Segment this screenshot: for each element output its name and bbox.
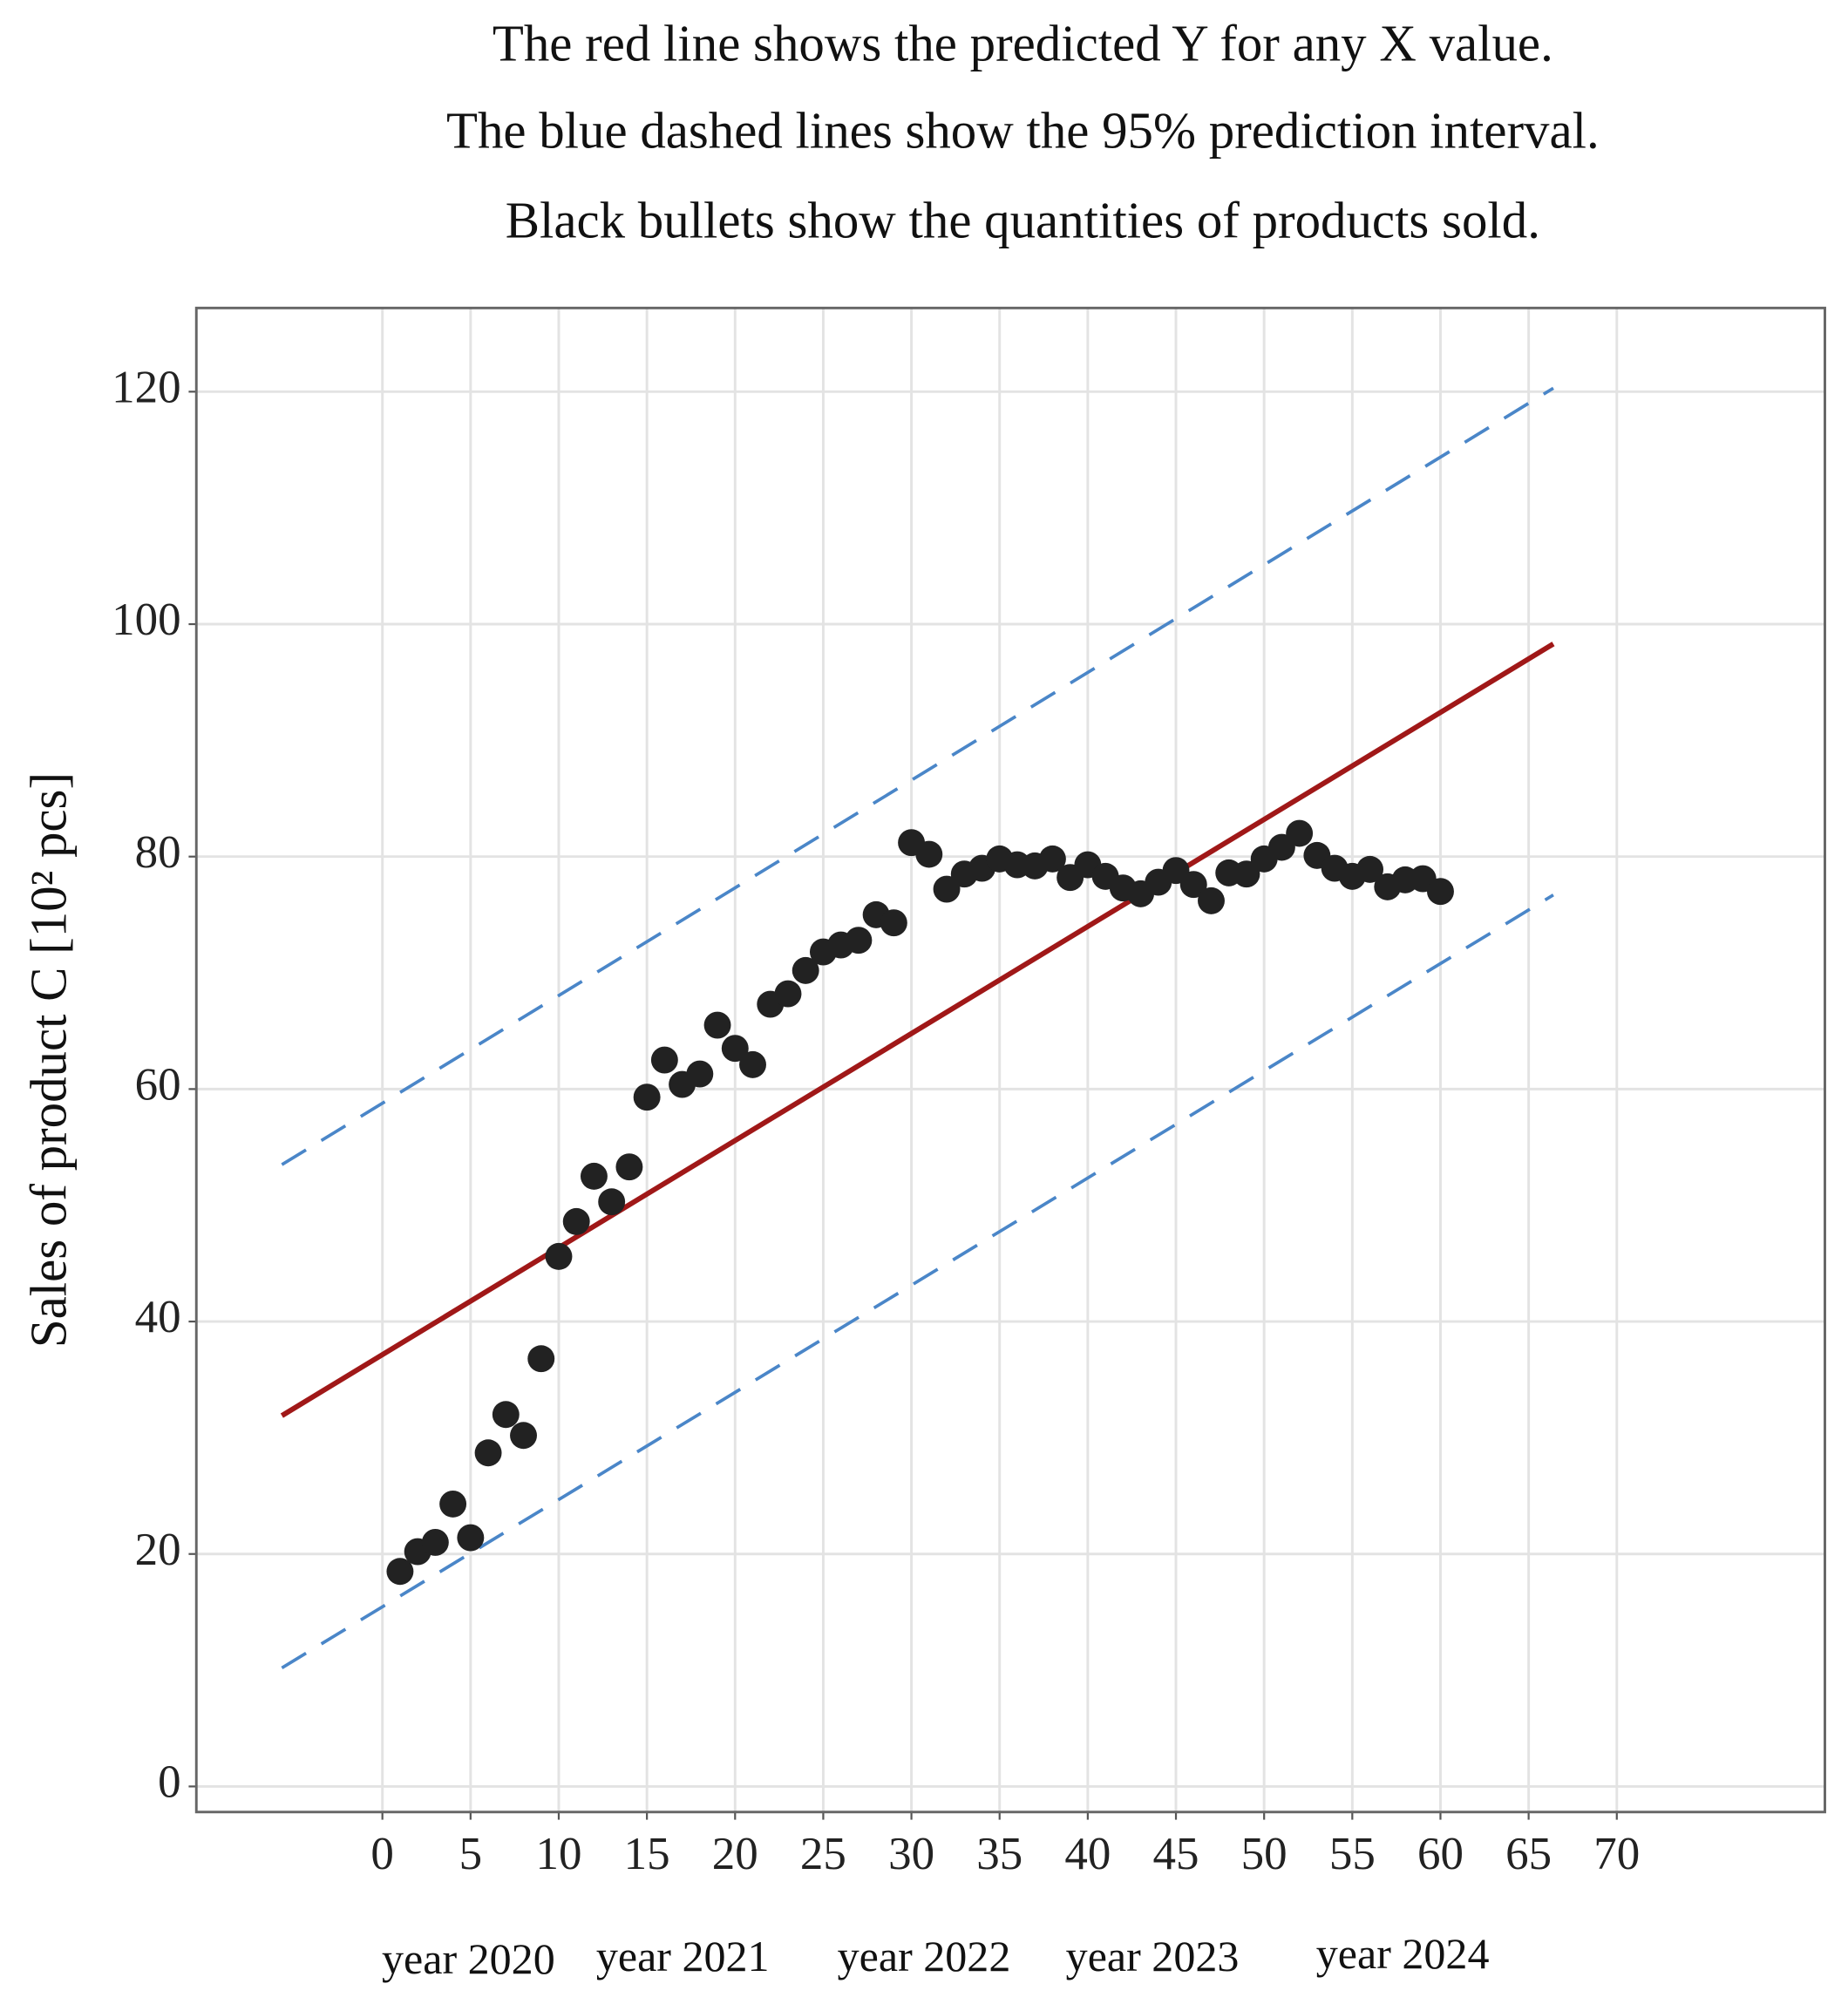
x-tick-label: 70: [1593, 1829, 1640, 1879]
y-tick-label: 120: [112, 362, 180, 412]
chart-title: Black bullets show the quantities of pro…: [506, 193, 1540, 249]
point: [492, 1401, 520, 1429]
x-tick-label: 25: [800, 1829, 846, 1879]
point: [580, 1162, 608, 1190]
interval-line: [281, 893, 1554, 1669]
point: [650, 1046, 678, 1074]
x-tick-label: 65: [1505, 1829, 1552, 1879]
fit-line: [280, 642, 1555, 1418]
point: [1179, 871, 1207, 899]
x-annotation: year 2020: [382, 1934, 555, 1983]
x-tick-label: 20: [712, 1829, 758, 1879]
y-tick-label: 40: [135, 1292, 181, 1342]
point: [739, 1050, 766, 1078]
point: [615, 1153, 643, 1181]
interval-line: [281, 386, 1554, 1166]
point: [510, 1422, 537, 1450]
point: [439, 1490, 467, 1518]
point: [545, 1242, 573, 1270]
point: [792, 956, 819, 984]
point: [1233, 860, 1260, 888]
point: [457, 1524, 485, 1552]
x-tick-label: 5: [459, 1829, 483, 1879]
plot-frame: [194, 306, 1826, 1814]
x-annotation: year 2024: [1316, 1929, 1490, 1978]
point: [774, 980, 802, 1008]
x-tick-label: 35: [976, 1829, 1023, 1879]
x-tick-label: 30: [888, 1829, 934, 1879]
point: [386, 1558, 414, 1586]
point: [686, 1060, 714, 1088]
point: [633, 1084, 661, 1111]
x-tick-label: 15: [624, 1829, 670, 1879]
y-tick-label: 80: [135, 827, 181, 878]
point: [421, 1528, 449, 1556]
point: [1356, 855, 1384, 883]
point: [845, 927, 873, 954]
x-annotation: year 2021: [596, 1932, 770, 1980]
y-tick-label: 60: [135, 1060, 181, 1111]
point: [721, 1035, 749, 1063]
point: [562, 1207, 590, 1235]
x-tick-label: 55: [1329, 1829, 1376, 1879]
point: [703, 1011, 731, 1039]
x-tick-label: 0: [370, 1829, 394, 1879]
chart-title: The blue dashed lines show the 95% predi…: [446, 103, 1600, 160]
point: [598, 1188, 626, 1216]
x-annotation: year 2023: [1066, 1932, 1240, 1980]
point: [933, 875, 961, 903]
x-annotation: year 2022: [838, 1932, 1011, 1980]
point: [1286, 819, 1314, 847]
point: [474, 1439, 502, 1467]
point: [880, 909, 907, 937]
x-tick-label: 45: [1153, 1829, 1199, 1879]
y-tick-label: 0: [158, 1757, 181, 1808]
x-tick-label: 60: [1417, 1829, 1464, 1879]
point: [1198, 887, 1225, 914]
chart-title: The red line shows the predicted Y for a…: [493, 15, 1553, 71]
x-tick-label: 10: [535, 1829, 581, 1879]
y-tick-label: 100: [112, 594, 180, 645]
point: [915, 840, 943, 868]
y-axis-label: Sales of product C [10² pcs]: [20, 772, 77, 1348]
y-tick-label: 20: [135, 1525, 181, 1575]
point: [1038, 845, 1066, 873]
x-tick-label: 50: [1241, 1829, 1287, 1879]
x-tick-label: 40: [1064, 1829, 1111, 1879]
point: [1427, 878, 1454, 906]
point: [527, 1345, 555, 1373]
